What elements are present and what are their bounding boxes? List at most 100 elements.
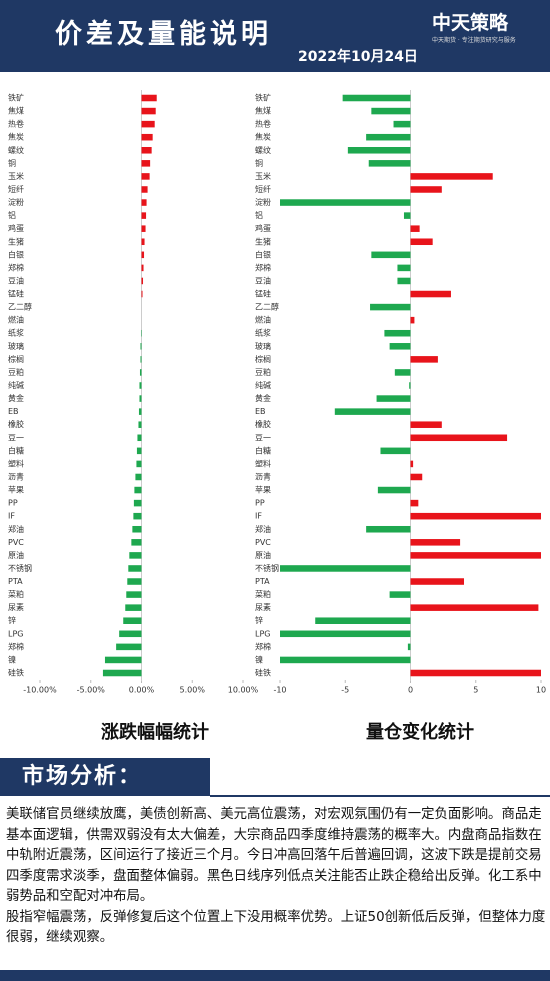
y-tick-label: 纸浆 bbox=[255, 328, 271, 338]
y-tick-label: 铜 bbox=[8, 158, 16, 168]
bar bbox=[384, 329, 411, 337]
bar bbox=[135, 473, 142, 481]
y-tick-label: 硅铁 bbox=[255, 668, 271, 678]
bar bbox=[128, 565, 142, 572]
y-tick-label: 白银 bbox=[8, 249, 24, 259]
y-tick-label: 铜 bbox=[255, 158, 263, 168]
y-tick-label: 尿素 bbox=[255, 602, 271, 612]
y-tick-label: PP bbox=[255, 499, 265, 508]
y-tick-label: 燃油 bbox=[255, 315, 271, 325]
bar bbox=[139, 395, 142, 402]
bar bbox=[377, 486, 411, 494]
y-tick-label: 白银 bbox=[255, 249, 271, 259]
bar bbox=[410, 238, 433, 246]
bar bbox=[410, 434, 508, 442]
bar bbox=[376, 395, 411, 402]
y-tick-label: 镍 bbox=[8, 654, 16, 664]
y-tick-label: 苹果 bbox=[255, 485, 271, 495]
bar bbox=[410, 316, 415, 324]
bar bbox=[126, 591, 142, 598]
y-tick-label: 生猪 bbox=[8, 236, 24, 246]
y-tick-label: 锰硅 bbox=[8, 289, 24, 299]
y-tick-label: 螺纹 bbox=[255, 145, 271, 155]
y-tick-label: 玉米 bbox=[255, 171, 271, 181]
x-tick-label: 0 bbox=[408, 686, 413, 695]
y-tick-label: 郑棉 bbox=[255, 262, 271, 272]
bar bbox=[334, 408, 411, 415]
y-tick-label: EB bbox=[8, 407, 19, 416]
y-tick-label: 白糖 bbox=[8, 445, 24, 455]
bar bbox=[141, 120, 155, 128]
y-tick-label: 尿素 bbox=[8, 602, 24, 612]
chart-title: 量仓变化统计 bbox=[366, 721, 474, 743]
bar bbox=[140, 343, 142, 350]
bar bbox=[140, 329, 142, 337]
bar bbox=[410, 225, 420, 232]
bar bbox=[410, 473, 423, 481]
bar bbox=[410, 499, 419, 507]
bar bbox=[116, 643, 142, 651]
x-tick-label: 0.00% bbox=[129, 686, 155, 695]
y-tick-label: 铝 bbox=[8, 210, 16, 220]
y-tick-label: 不锈钢 bbox=[255, 563, 279, 573]
y-tick-label: 淀粉 bbox=[8, 197, 24, 207]
y-tick-label: 原油 bbox=[255, 550, 271, 560]
date: 2022年10月24日 bbox=[298, 49, 418, 65]
y-tick-label: 短纤 bbox=[255, 184, 271, 194]
x-tick-label: 5 bbox=[473, 686, 478, 695]
bar bbox=[397, 277, 411, 285]
bar bbox=[125, 604, 142, 611]
bar bbox=[141, 277, 144, 285]
paragraph: 股指窄幅震荡，反弹修复后这个位置上下没用概率优势。上证50创新低后反弹，但整体力… bbox=[6, 909, 546, 946]
y-tick-label: 郑棉 bbox=[8, 641, 24, 651]
y-tick-label: LPG bbox=[8, 629, 23, 638]
bar bbox=[141, 186, 148, 193]
y-tick-label: 锌 bbox=[8, 615, 16, 625]
bar bbox=[139, 369, 142, 376]
y-tick-label: 不锈钢 bbox=[8, 563, 32, 573]
y-tick-label: 玻璃 bbox=[8, 341, 24, 351]
x-tick-label: 5.00% bbox=[180, 686, 206, 695]
y-tick-label: 棕榈 bbox=[8, 354, 24, 364]
bar bbox=[141, 199, 147, 206]
bar bbox=[410, 290, 451, 298]
x-tick-label: -5.00% bbox=[77, 686, 106, 695]
y-tick-label: 豆粕 bbox=[8, 367, 24, 377]
y-tick-label: 黄金 bbox=[255, 393, 271, 403]
y-tick-label: 郑油 bbox=[8, 524, 24, 534]
y-tick-label: 郑油 bbox=[255, 524, 271, 534]
bar bbox=[347, 147, 411, 154]
bar bbox=[141, 147, 152, 154]
logo-subtitle: 中天期货 · 专注期货研究与服务 bbox=[432, 37, 516, 44]
bar bbox=[136, 447, 142, 455]
y-tick-label: 豆粕 bbox=[255, 367, 271, 377]
bar bbox=[389, 591, 411, 598]
y-tick-label: 原油 bbox=[8, 550, 24, 560]
y-tick-label: 白糖 bbox=[255, 445, 271, 455]
y-tick-label: 豆一 bbox=[255, 433, 271, 442]
bar bbox=[138, 408, 142, 415]
bar bbox=[371, 251, 411, 259]
y-tick-label: 黄金 bbox=[8, 393, 24, 403]
y-tick-label: 豆油 bbox=[255, 275, 271, 285]
y-tick-label: PVC bbox=[8, 538, 24, 547]
bar bbox=[410, 578, 465, 585]
divider bbox=[210, 795, 550, 797]
y-tick-label: 锌 bbox=[255, 615, 263, 625]
bar bbox=[410, 669, 541, 677]
charts: -10.00% -5.00% 0.00% 5.00% 10.00% 铁矿焦煤热卷焦炭螺纹铜… bbox=[8, 90, 546, 743]
y-tick-label: 郑棉 bbox=[8, 262, 24, 272]
bar bbox=[133, 499, 142, 507]
y-tick-label: 铁矿 bbox=[255, 93, 271, 103]
bar bbox=[380, 447, 411, 455]
bar bbox=[410, 173, 493, 180]
y-tick-label: 镍 bbox=[255, 654, 263, 664]
y-tick-label: 沥青 bbox=[255, 471, 271, 481]
bar bbox=[141, 238, 145, 246]
bar bbox=[410, 356, 438, 363]
bar bbox=[104, 656, 142, 664]
y-tick-label: 短纤 bbox=[8, 184, 24, 194]
bar bbox=[280, 656, 411, 664]
bar bbox=[342, 94, 411, 102]
